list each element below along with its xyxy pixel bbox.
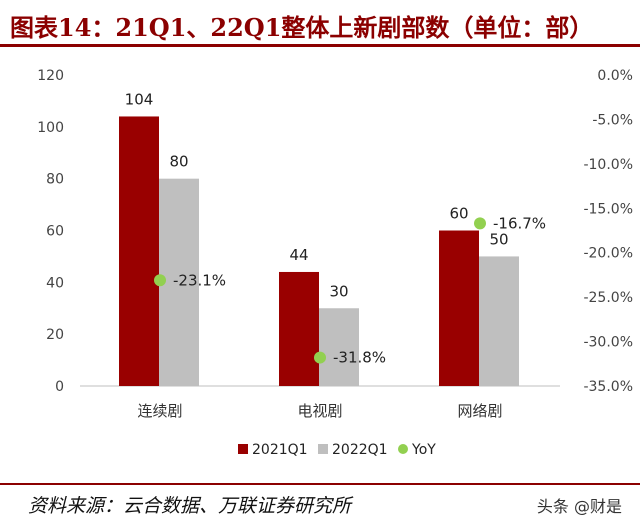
bars-layer: 104 80 44 30 60 50 — [119, 90, 519, 386]
bar-2021Q1 — [439, 230, 479, 386]
watermark: 头条 @财是 — [536, 497, 622, 516]
bar-2022Q1 — [159, 178, 199, 386]
source-note: 资料来源：云合数据、万联证券研究所 — [28, 495, 352, 517]
yoy-point — [474, 217, 486, 230]
y-tick-label: 40 — [46, 275, 64, 291]
yoy-label: -16.7% — [493, 214, 546, 232]
category-label: 网络剧 — [457, 402, 502, 420]
data-label: 50 — [489, 230, 508, 248]
chart-title: 图表14：21Q1、22Q1整体上新剧部数（单位：部） — [10, 13, 594, 42]
y2-tick-label: -5.0% — [592, 112, 633, 128]
yoy-point — [314, 351, 326, 364]
data-label: 104 — [125, 90, 154, 108]
y2-tick-label: -30.0% — [583, 335, 633, 351]
y2-tick-label: -35.0% — [583, 379, 633, 395]
title-divider — [0, 44, 640, 47]
footer-divider — [0, 483, 640, 485]
yoy-label: -31.8% — [333, 349, 386, 367]
legend-label: 2022Q1 — [332, 442, 388, 458]
y2-tick-label: -10.0% — [583, 157, 633, 173]
data-label: 30 — [329, 282, 348, 300]
legend-marker — [398, 444, 408, 454]
bar-2022Q1 — [479, 256, 519, 386]
y-tick-label: 80 — [46, 172, 64, 188]
yoy-label: -23.1% — [173, 271, 226, 289]
legend-swatch — [238, 444, 248, 454]
yoy-layer: -23.1% -31.8% -16.7% — [154, 214, 546, 367]
axis-layer: 0 20 40 60 80 100 120 0.0% -5.0% -10.0% -15.0% -20.… — [37, 68, 633, 420]
legend-swatch — [318, 444, 328, 454]
y-tick-label: 20 — [46, 327, 64, 343]
y-tick-label: 60 — [46, 224, 64, 240]
category-label: 连续剧 — [137, 402, 182, 420]
y2-tick-label: -20.0% — [583, 246, 633, 262]
bar-2021Q1 — [119, 116, 159, 386]
y-tick-label: 0 — [55, 379, 64, 395]
y2-tick-label: 0.0% — [597, 68, 633, 84]
data-label: 80 — [169, 153, 188, 171]
legend-label: 2021Q1 — [252, 442, 308, 458]
data-label: 60 — [449, 205, 468, 223]
data-label: 44 — [289, 246, 308, 264]
yoy-point — [154, 274, 166, 287]
y-tick-label: 120 — [37, 68, 64, 84]
legend-label: YoY — [411, 442, 436, 458]
bar-2021Q1 — [279, 271, 319, 386]
category-label: 电视剧 — [297, 402, 342, 420]
title-bar: 图表14：21Q1、22Q1整体上新剧部数（单位：部） — [0, 0, 640, 50]
y2-tick-label: -25.0% — [583, 290, 633, 306]
legend: 2021Q1 2022Q1 YoY — [238, 442, 436, 458]
y-tick-label: 100 — [37, 120, 64, 136]
y2-tick-label: -15.0% — [583, 201, 633, 217]
bar-2022Q1 — [319, 308, 359, 386]
bar-chart: 0 20 40 60 80 100 120 0.0% -5.0% -10.0% -15.0% -20.… — [37, 68, 633, 458]
